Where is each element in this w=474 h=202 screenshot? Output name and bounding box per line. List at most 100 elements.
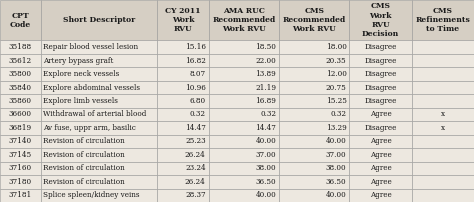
Text: Withdrawal of arterial blood: Withdrawal of arterial blood [44, 110, 147, 118]
Bar [157, 135, 209, 148]
Bar [41, 0, 157, 40]
Bar [412, 148, 474, 162]
Bar [209, 0, 279, 40]
Bar [209, 162, 279, 175]
Text: 35188: 35188 [9, 43, 32, 51]
Bar [349, 175, 412, 188]
Bar [209, 135, 279, 148]
Bar [209, 67, 279, 81]
Bar [412, 108, 474, 121]
Bar [0, 81, 41, 94]
Text: 14.47: 14.47 [185, 124, 206, 132]
Bar [41, 67, 157, 81]
Bar [0, 108, 41, 121]
Bar [349, 67, 412, 81]
Text: 22.00: 22.00 [255, 57, 276, 65]
Bar [0, 121, 41, 135]
Bar [279, 0, 349, 40]
Text: 35840: 35840 [9, 84, 32, 92]
Bar [412, 121, 474, 135]
Bar [41, 135, 157, 148]
Text: x: x [441, 110, 445, 118]
Text: 18.00: 18.00 [326, 43, 346, 51]
Bar [41, 54, 157, 67]
Text: 0.32: 0.32 [260, 110, 276, 118]
Bar [279, 81, 349, 94]
Bar [41, 40, 157, 54]
Text: 38.00: 38.00 [255, 164, 276, 172]
Bar [157, 148, 209, 162]
Text: 8.07: 8.07 [190, 70, 206, 78]
Bar [279, 94, 349, 108]
Text: Explore neck vessels: Explore neck vessels [44, 70, 120, 78]
Text: 6.80: 6.80 [190, 97, 206, 105]
Bar [279, 121, 349, 135]
Bar [41, 81, 157, 94]
Bar [349, 94, 412, 108]
Bar [0, 0, 41, 40]
Bar [209, 54, 279, 67]
Text: CMS
Recommended
Work RVU: CMS Recommended Work RVU [283, 7, 346, 33]
Bar [209, 148, 279, 162]
Text: Agree: Agree [370, 137, 392, 145]
Text: Agree: Agree [370, 191, 392, 199]
Bar [157, 188, 209, 202]
Text: 23.24: 23.24 [185, 164, 206, 172]
Text: 37160: 37160 [9, 164, 32, 172]
Bar [279, 108, 349, 121]
Bar [412, 81, 474, 94]
Text: 36.50: 36.50 [255, 178, 276, 186]
Bar [0, 40, 41, 54]
Text: 16.82: 16.82 [185, 57, 206, 65]
Bar [209, 121, 279, 135]
Bar [209, 40, 279, 54]
Bar [349, 40, 412, 54]
Bar [0, 67, 41, 81]
Text: 37180: 37180 [9, 178, 32, 186]
Text: 40.00: 40.00 [326, 137, 346, 145]
Bar [209, 108, 279, 121]
Text: Explore abdominal vessels: Explore abdominal vessels [44, 84, 140, 92]
Text: Disagree: Disagree [365, 84, 397, 92]
Bar [279, 40, 349, 54]
Text: Short Descriptor: Short Descriptor [63, 16, 135, 24]
Text: 0.32: 0.32 [330, 110, 346, 118]
Bar [349, 81, 412, 94]
Bar [279, 67, 349, 81]
Bar [0, 54, 41, 67]
Text: CMS
Work
RVU
Decision: CMS Work RVU Decision [362, 2, 399, 38]
Bar [157, 0, 209, 40]
Text: Agree: Agree [370, 178, 392, 186]
Bar [157, 108, 209, 121]
Bar [0, 148, 41, 162]
Text: 13.29: 13.29 [326, 124, 346, 132]
Text: Av fuse, uppr arm, basilic: Av fuse, uppr arm, basilic [44, 124, 137, 132]
Text: 37145: 37145 [9, 151, 32, 159]
Text: 14.47: 14.47 [255, 124, 276, 132]
Text: 15.25: 15.25 [326, 97, 346, 105]
Text: 15.16: 15.16 [185, 43, 206, 51]
Text: 35800: 35800 [9, 70, 32, 78]
Bar [209, 175, 279, 188]
Bar [41, 108, 157, 121]
Text: 35860: 35860 [9, 97, 32, 105]
Text: 36.50: 36.50 [326, 178, 346, 186]
Text: 37.00: 37.00 [255, 151, 276, 159]
Bar [41, 188, 157, 202]
Text: Revision of circulation: Revision of circulation [44, 151, 125, 159]
Text: AMA RUC
Recommended
Work RVU: AMA RUC Recommended Work RVU [212, 7, 275, 33]
Text: Revision of circulation: Revision of circulation [44, 178, 125, 186]
Text: 40.00: 40.00 [255, 191, 276, 199]
Text: x: x [441, 124, 445, 132]
Bar [349, 108, 412, 121]
Bar [157, 40, 209, 54]
Text: 37181: 37181 [9, 191, 32, 199]
Text: 40.00: 40.00 [255, 137, 276, 145]
Text: 0.32: 0.32 [190, 110, 206, 118]
Bar [349, 54, 412, 67]
Bar [157, 81, 209, 94]
Bar [0, 175, 41, 188]
Bar [412, 0, 474, 40]
Text: CMS
Refinements
to Time: CMS Refinements to Time [415, 7, 470, 33]
Text: 35612: 35612 [9, 57, 32, 65]
